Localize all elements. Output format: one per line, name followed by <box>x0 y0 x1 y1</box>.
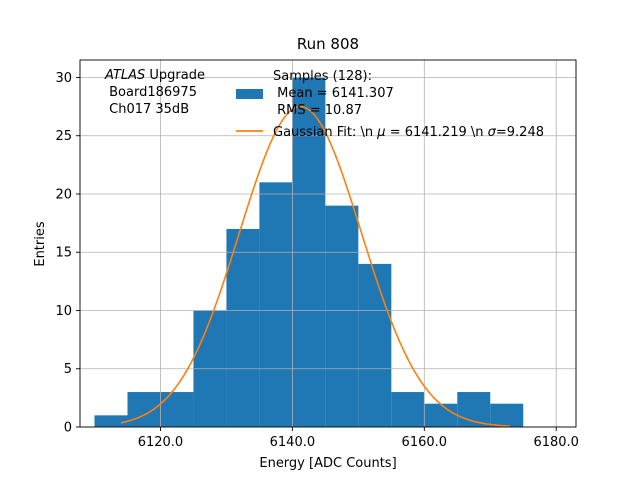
histogram-bar <box>94 415 128 427</box>
bars-layer <box>94 77 524 427</box>
y-tick-label: 20 <box>55 187 72 202</box>
annotation-channel: Ch017 35dB <box>105 102 189 117</box>
plot-frame <box>79 59 577 428</box>
chart-title: Run 808 <box>297 35 359 53</box>
y-tick-label: 30 <box>55 71 72 86</box>
histogram-bar <box>127 392 161 427</box>
x-axis-label: Energy [ADC Counts] <box>259 456 396 471</box>
legend-hist-line-2: Mean = 6141.307 <box>273 86 394 101</box>
histogram-bar <box>160 392 194 427</box>
legend-hist-line-1: Samples (128): <box>273 69 372 84</box>
histogram-bar <box>358 263 392 427</box>
svg-text:ATLAS Upgrade: ATLAS Upgrade <box>104 68 205 83</box>
histogram-bar <box>490 403 524 427</box>
y-tick-label: 5 <box>64 362 72 377</box>
histogram-bar <box>325 205 359 427</box>
annotation-atlas: ATLAS <box>104 68 145 83</box>
annotation-upgrade: Upgrade <box>145 68 205 83</box>
fit-layer <box>120 105 511 427</box>
legend-hist-line-3: RMS = 10.87 <box>273 103 362 118</box>
axes-layer: 6120.0 6140.0 6160.0 6180.0 0 5 10 15 20 25 30 <box>55 59 579 450</box>
x-tick-label: 6120.0 <box>138 435 184 450</box>
y-tick-label: 25 <box>55 129 72 144</box>
gaussian-fit-line <box>120 105 511 427</box>
y-tick-label: 10 <box>55 304 72 319</box>
x-tick-label: 6160.0 <box>402 435 448 450</box>
histogram-bar <box>259 182 293 427</box>
histogram-bar <box>226 228 260 427</box>
annotation-board: Board186975 <box>105 85 197 100</box>
x-tick-label: 6140.0 <box>270 435 316 450</box>
y-axis-label: Entries <box>33 221 48 267</box>
legend: Samples (128): Mean = 6141.307 RMS = 10.… <box>236 69 544 140</box>
histogram-bar <box>391 392 425 427</box>
x-tick-label: 6180.0 <box>533 435 579 450</box>
legend-fit-label: Gaussian Fit: \n μ = 6141.219 \n σ=9.248 <box>273 125 544 140</box>
y-tick-label: 0 <box>64 421 72 436</box>
atlas-annotation: ATLAS Upgrade Board186975 Ch017 35dB <box>104 68 205 117</box>
legend-hist-swatch <box>236 89 263 99</box>
y-tick-label: 15 <box>55 246 72 261</box>
histogram-bar <box>424 403 458 427</box>
